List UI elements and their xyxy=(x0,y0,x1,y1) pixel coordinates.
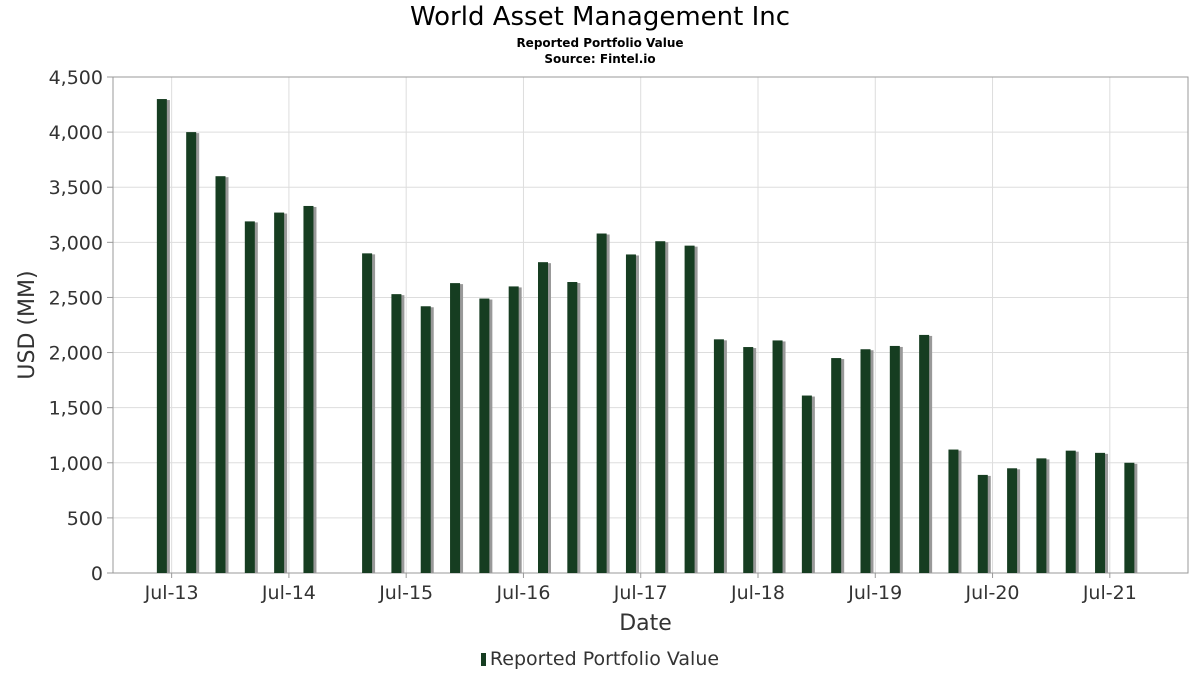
bar[interactable] xyxy=(274,212,285,573)
bar[interactable] xyxy=(860,349,871,573)
bar[interactable] xyxy=(362,253,373,573)
chart-source: Source: Fintel.io xyxy=(544,52,656,66)
bar[interactable] xyxy=(977,474,988,573)
y-tick-label: 2,000 xyxy=(49,343,103,365)
y-tick-label: 1,000 xyxy=(49,453,103,475)
bar[interactable] xyxy=(684,245,695,573)
x-axis-ticks: Jul-13 Jul-14 Jul-15 Jul-16 Jul-17 Jul-18 Jul-… xyxy=(144,573,1137,604)
bar[interactable] xyxy=(567,282,578,573)
bar[interactable] xyxy=(743,347,754,573)
bar[interactable] xyxy=(889,345,900,573)
bars xyxy=(156,99,1138,574)
bar[interactable] xyxy=(508,286,519,573)
bar[interactable] xyxy=(186,132,197,573)
bar[interactable] xyxy=(772,340,783,573)
x-tick-label: Jul-19 xyxy=(847,582,902,604)
y-tick-label: 4,500 xyxy=(49,67,103,89)
x-tick-label: Jul-18 xyxy=(730,582,785,604)
x-tick-label: Jul-13 xyxy=(144,582,199,604)
bar[interactable] xyxy=(801,395,812,573)
bar[interactable] xyxy=(1095,452,1106,573)
y-tick-label: 0 xyxy=(91,563,103,585)
chart-legend[interactable]: Reported Portfolio Value xyxy=(0,646,1200,672)
bar[interactable] xyxy=(1065,450,1076,573)
bar[interactable] xyxy=(391,294,402,573)
y-tick-label: 500 xyxy=(67,508,103,530)
y-tick-label: 4,000 xyxy=(49,122,103,144)
bar[interactable] xyxy=(303,205,314,573)
bar[interactable] xyxy=(420,306,431,573)
x-tick-label: Jul-15 xyxy=(378,582,433,604)
chart-title: World Asset Management Inc xyxy=(409,2,791,32)
legend-swatch xyxy=(480,653,486,666)
x-tick-label: Jul-14 xyxy=(261,582,316,604)
y-tick-label: 1,500 xyxy=(49,398,103,420)
bar[interactable] xyxy=(948,449,959,573)
x-tick-label: Jul-17 xyxy=(613,582,668,604)
x-tick-label: Jul-21 xyxy=(1082,582,1137,604)
bar[interactable] xyxy=(919,334,930,573)
bar[interactable] xyxy=(215,176,226,573)
bar[interactable] xyxy=(1124,462,1135,573)
bar[interactable] xyxy=(1036,458,1047,573)
y-tick-label: 3,000 xyxy=(49,232,103,254)
bar[interactable] xyxy=(596,233,607,573)
bar[interactable] xyxy=(538,262,548,573)
bar[interactable] xyxy=(655,241,666,573)
y-tick-label: 3,500 xyxy=(49,177,103,199)
x-tick-label: Jul-20 xyxy=(965,582,1020,604)
x-tick-label: Jul-16 xyxy=(495,582,550,604)
chart-subtitle: Reported Portfolio Value xyxy=(516,36,684,50)
y-axis-ticks: 0 500 1,000 1,500 2,000 2,500 3,000 3,500 4,000 4… xyxy=(49,67,113,585)
plot-area-frame xyxy=(112,76,1189,574)
bar[interactable] xyxy=(156,99,167,574)
x-axis-label: Date xyxy=(619,611,672,636)
gridlines xyxy=(113,76,1188,574)
y-axis-label: USD (MM) xyxy=(15,270,40,379)
bar[interactable] xyxy=(450,283,461,573)
bar[interactable] xyxy=(479,298,490,573)
bar[interactable] xyxy=(244,221,255,573)
bar[interactable] xyxy=(625,254,636,574)
legend-label: Reported Portfolio Value xyxy=(489,648,720,670)
bar[interactable] xyxy=(831,358,842,573)
bar[interactable] xyxy=(713,339,724,573)
bar[interactable] xyxy=(1007,468,1018,573)
y-tick-label: 2,500 xyxy=(49,287,103,309)
